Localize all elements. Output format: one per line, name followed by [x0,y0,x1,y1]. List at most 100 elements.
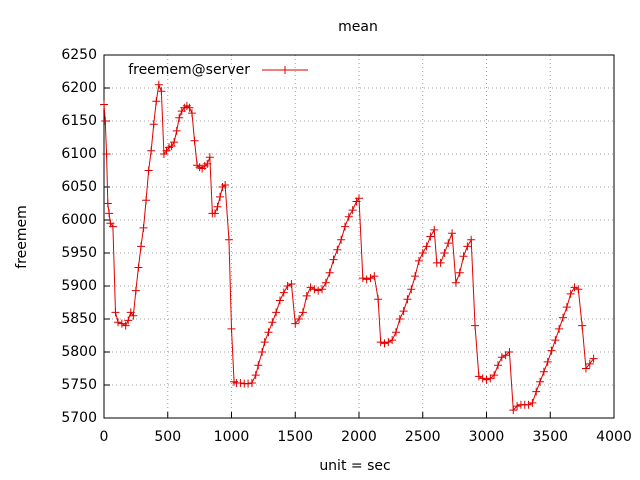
data-point [170,138,179,147]
data-point [105,209,114,218]
data-point [362,275,371,284]
data-point [175,113,184,122]
data-point [111,308,120,317]
data-point [134,263,143,272]
data-point [448,229,457,238]
data-point [337,235,346,244]
data-point [348,206,357,215]
x-tick-label: 2500 [405,429,441,445]
y-tick-label: 5750 [61,377,97,393]
data-point [559,313,567,322]
data-point [227,324,236,333]
x-tick-label: 1500 [277,429,313,445]
data-point [213,202,222,211]
data-point [131,286,140,295]
data-point [306,283,315,292]
data-point [380,339,389,348]
data-point [570,283,579,292]
data-point [414,256,423,265]
data-point [124,316,133,325]
data-point [117,319,126,328]
x-axis-label: unit = sec [319,458,390,474]
x-tick-label: 4000 [596,429,632,445]
data-point [497,353,506,362]
data-point [581,364,590,373]
data-point [366,274,375,283]
data-point [384,338,393,347]
data-point [157,87,166,96]
data-point [340,222,349,231]
data-point [430,225,439,234]
data-point [374,295,383,304]
data-point [407,285,416,294]
data-point [102,150,111,158]
data-point [547,346,556,355]
x-tick-label: 500 [154,429,181,445]
data-point [272,308,281,317]
data-point [391,328,400,337]
y-tick-label: 6100 [61,146,97,162]
data-point [121,321,130,330]
y-tick-label: 6050 [61,179,97,195]
data-point [399,307,408,316]
data-point [295,315,304,323]
data-point [136,242,145,251]
data-point [333,245,342,254]
data-point [509,406,518,415]
data-point [528,398,537,407]
data-point [247,379,256,388]
data-point [478,374,487,383]
data-point [459,252,468,261]
data-point [551,336,560,345]
data-point [329,255,338,264]
data-point [279,288,288,297]
data-point [467,235,476,244]
data-point [578,321,587,330]
data-point [236,379,245,388]
data-point [566,289,575,298]
y-tick-label: 6150 [61,113,97,129]
data-point [264,328,273,337]
x-tick-label: 2000 [341,429,377,445]
data-point [474,372,483,381]
data-point [455,268,464,277]
data-point [589,354,598,363]
data-point [482,375,491,384]
data-point [574,285,583,294]
data-point [344,212,353,221]
data-point [258,348,267,356]
data-point [388,336,397,345]
data-point [283,282,292,290]
data-point [205,153,214,162]
legend-label: freemem@server [128,62,250,78]
data-point [471,321,480,330]
y-tick-label: 6250 [61,47,97,63]
legend-marker [281,66,289,74]
data-point [318,285,327,294]
data-point [129,311,138,320]
data-point [355,194,363,203]
data-point [287,280,296,289]
data-point [154,80,163,89]
data-point [152,97,161,106]
data-point [358,274,367,283]
data-point [244,379,253,388]
data-point [490,371,499,380]
data-point [142,196,151,205]
data-point [532,387,541,396]
data-point [440,249,449,257]
x-tick-label: 0 [100,429,109,445]
data-point [370,272,379,281]
data-point [418,249,427,257]
data-point [224,235,233,244]
data-point [298,308,307,317]
y-tick-label: 5700 [61,410,97,426]
data-point [251,371,260,380]
data-point [114,318,123,327]
data-point [524,400,533,409]
chart-title: mean [338,19,378,35]
data-point [101,117,110,125]
data-point [221,181,230,190]
